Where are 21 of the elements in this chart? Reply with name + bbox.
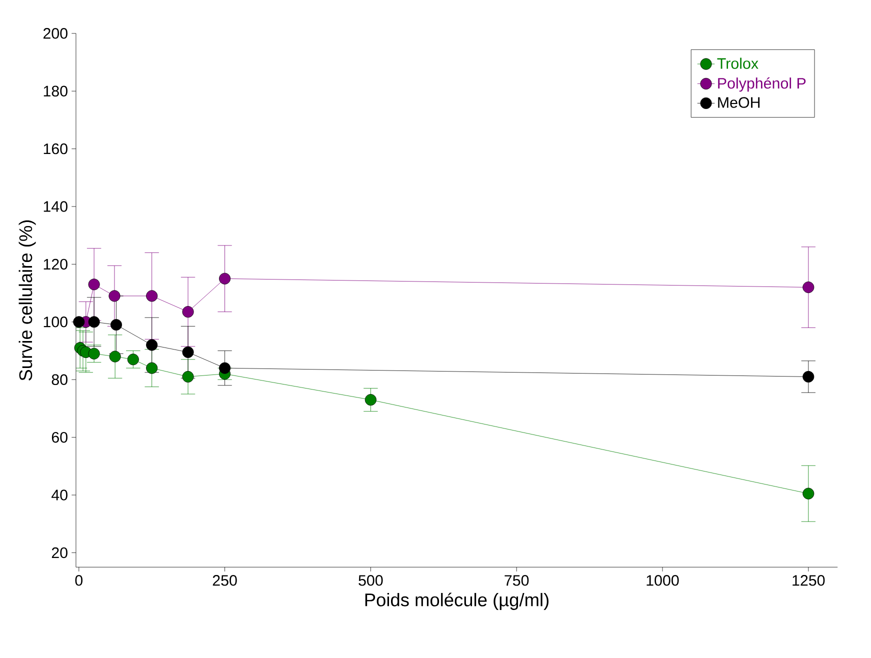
legend-label: Trolox — [717, 58, 758, 69]
x-axis-title: Poids molécule (µg/ml) — [365, 592, 548, 610]
y-tick-label: 120 — [44, 258, 68, 270]
x-tick-label: 250 — [212, 574, 237, 586]
y-tick-label: 140 — [44, 200, 68, 212]
y-tick-label: 40 — [52, 490, 68, 500]
y-tick-label: 160 — [44, 143, 68, 154]
x-tick-label: 750 — [504, 574, 529, 586]
y-axis-title: Survie cellulaire (%) — [18, 220, 36, 380]
x-tick-label: 0 — [75, 574, 83, 586]
y-tick-label: 180 — [44, 86, 68, 96]
y-tick-label: 60 — [52, 432, 68, 443]
y-tick-label: 200 — [43, 28, 68, 39]
x-tick-label: 1250 — [792, 574, 825, 586]
legend-label: Polyphénol P — [718, 77, 806, 92]
x-tick-label: 500 — [358, 574, 383, 586]
legend-label: MeOH — [718, 96, 760, 108]
y-tick-label: 80 — [52, 374, 68, 385]
x-tick-label: 1000 — [646, 574, 679, 586]
y-tick-label: 100 — [44, 316, 68, 328]
y-tick-label: 20 — [52, 547, 68, 558]
